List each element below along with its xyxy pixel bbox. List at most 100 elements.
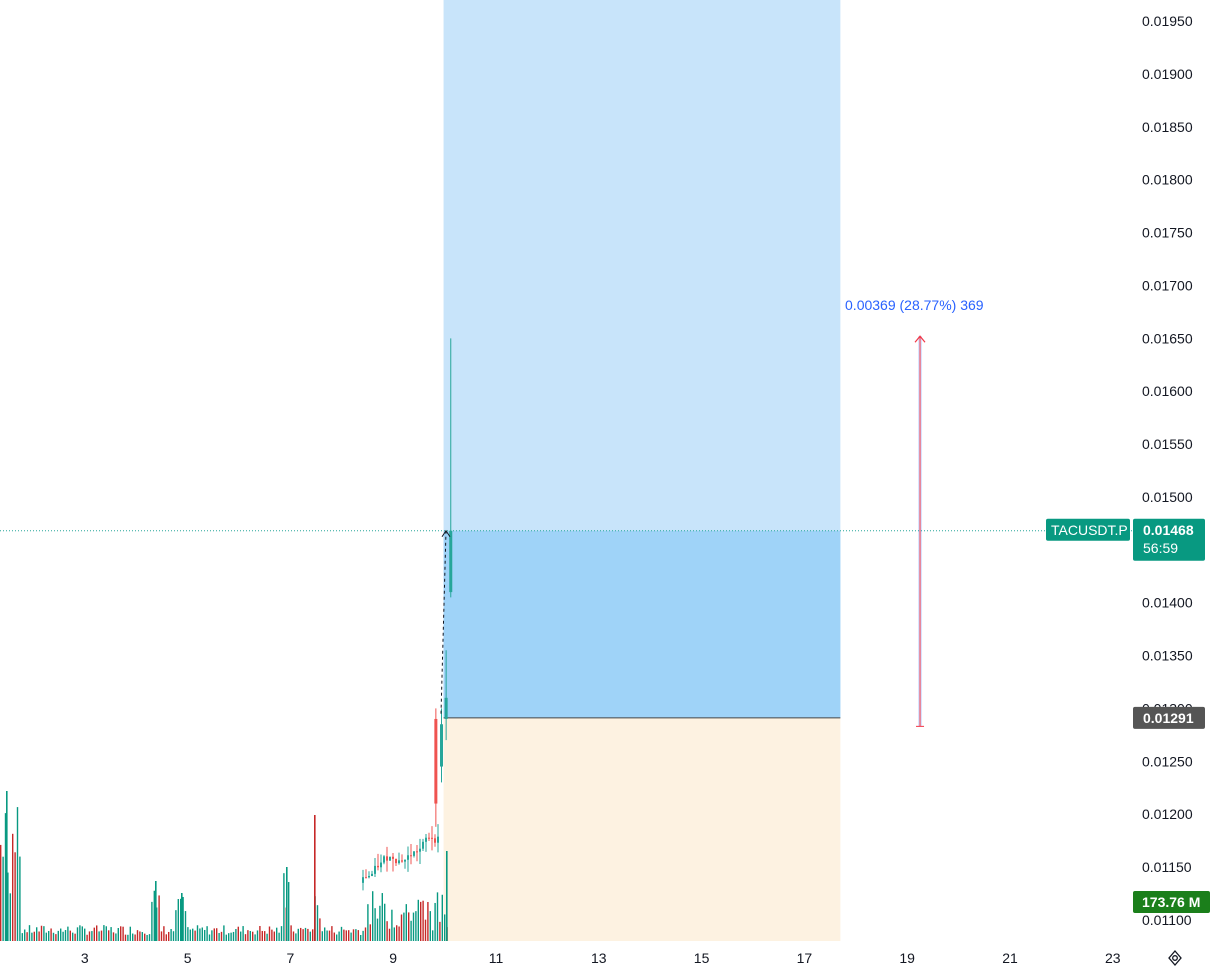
volume-bar: [124, 934, 127, 941]
volume-bar: [122, 926, 124, 941]
volume-bar: [148, 934, 151, 941]
volume-bar: [170, 928, 172, 941]
volume-bar: [184, 911, 187, 941]
volume-bar: [105, 926, 107, 941]
volume-bar: [321, 931, 323, 941]
price-axis[interactable]: 0.01950 0.01900 0.01850 0.01800 0.01750 0.017…: [1142, 13, 1193, 928]
candle-body: [371, 873, 373, 877]
candles: [362, 338, 453, 891]
volume-bar: [160, 931, 163, 941]
y-tick-label: 0.01700: [1142, 277, 1193, 293]
volume-bar: [249, 930, 251, 941]
volume-bar: [403, 912, 405, 941]
volume-bar: [50, 928, 52, 941]
volume-bar: [21, 933, 23, 941]
position-tool[interactable]: [443, 0, 841, 941]
volume-spike: [6, 791, 8, 941]
candle-body: [419, 848, 421, 852]
volume-bar: [206, 926, 208, 941]
volume-bar: [223, 925, 225, 941]
volume-bar: [417, 899, 419, 941]
volume-spike: [446, 851, 448, 941]
volume-bar: [64, 930, 67, 941]
volume-bar: [19, 856, 21, 941]
volume-bar: [28, 925, 31, 941]
symbol-badge-label: TACUSDT.P: [1051, 522, 1128, 538]
volume-bar: [225, 934, 227, 941]
volume-bar: [4, 813, 7, 941]
volume-bar: [96, 925, 98, 941]
volume-bar: [136, 930, 139, 941]
x-tick-label: 19: [899, 950, 915, 966]
candle-body: [392, 856, 394, 859]
volume-bar: [259, 925, 261, 941]
volume-bar: [348, 930, 350, 941]
volume-bar: [153, 890, 155, 941]
volume-bar: [192, 928, 194, 941]
candle-body: [434, 838, 436, 843]
volume-bar: [187, 927, 189, 941]
candle-body: [401, 860, 403, 862]
volume-bar: [144, 933, 146, 941]
volume-bar: [76, 927, 79, 941]
volume-bar: [117, 928, 119, 941]
volume-bar: [218, 932, 220, 941]
volume-bar: [369, 924, 371, 941]
volume-bar: [302, 929, 304, 941]
volume-bar: [434, 902, 436, 941]
x-tick-label: 11: [489, 950, 504, 966]
candle-body: [410, 855, 412, 857]
volume-bar: [48, 930, 50, 941]
volume-bar: [237, 926, 239, 941]
volume-bar: [372, 891, 374, 941]
volume-bar: [427, 902, 429, 941]
volume-bar: [412, 912, 415, 941]
candle-body: [437, 836, 439, 843]
volume-bar: [57, 930, 59, 941]
volume-bar: [336, 934, 338, 941]
x-tick-label: 17: [797, 950, 813, 966]
volume-bar: [288, 882, 290, 941]
volume-bar: [386, 921, 388, 941]
volume-bar: [254, 934, 256, 941]
y-tick-label: 0.01500: [1142, 489, 1193, 505]
volume-bar: [398, 926, 400, 941]
volume-bar: [360, 934, 362, 941]
volume-bar: [201, 927, 203, 941]
volume-bar: [374, 908, 376, 941]
candle-body: [431, 837, 433, 839]
volume-bar: [67, 926, 69, 941]
volume-bar: [151, 901, 153, 941]
volume-bar: [204, 929, 206, 941]
x-tick-label: 9: [389, 950, 397, 966]
volume-bar: [33, 931, 35, 941]
volume-bar: [100, 930, 103, 941]
time-axis[interactable]: 3 5 7 9 11 13 15 17 19 21 23: [81, 950, 1121, 966]
volume-bar: [420, 901, 422, 941]
volume-bar: [55, 934, 57, 941]
volume-bar: [362, 930, 364, 941]
volume-bar: [156, 907, 158, 941]
y-tick-label: 0.01550: [1142, 436, 1193, 452]
candle-body: [407, 855, 409, 860]
volume-bar: [31, 932, 33, 941]
auto-scale-icon[interactable]: [1166, 949, 1184, 967]
volume-bar: [81, 926, 83, 941]
volume-badge: [1133, 891, 1210, 913]
volume-bar: [376, 918, 379, 941]
volume-bar: [268, 926, 271, 941]
volume-bar: [300, 927, 302, 941]
y-tick-label: 0.01750: [1142, 225, 1193, 241]
volume-bar: [72, 932, 74, 941]
volume-bar: [9, 893, 11, 941]
candle-body: [449, 530, 453, 593]
volume-bar: [271, 929, 273, 941]
volume-bar: [228, 933, 230, 941]
volume-bar: [98, 931, 100, 941]
volume-bar: [134, 934, 136, 941]
volume-bar: [180, 898, 182, 941]
volume-bar: [312, 929, 314, 941]
candle-body: [422, 841, 424, 849]
volume-bar: [393, 927, 395, 941]
